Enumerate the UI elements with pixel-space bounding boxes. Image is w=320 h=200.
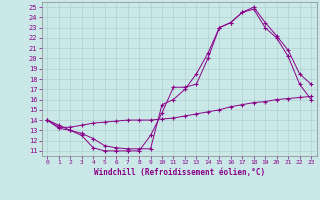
X-axis label: Windchill (Refroidissement éolien,°C): Windchill (Refroidissement éolien,°C) bbox=[94, 168, 265, 177]
